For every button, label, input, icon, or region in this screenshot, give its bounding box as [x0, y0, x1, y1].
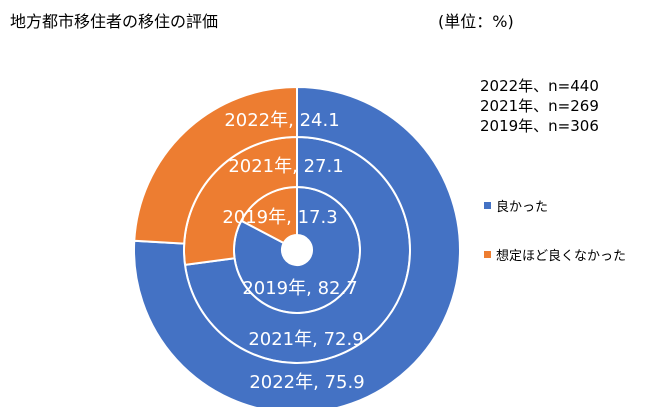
data-label-2019年-bad: 2019年, 17.3: [222, 207, 337, 228]
legend-label-good: 良かった: [496, 200, 549, 215]
sample-size-notes: 2022年、n=440 2021年、n=269 2019年、n=306: [480, 76, 599, 136]
legend-label-bad: 想定ほど良くなかった: [496, 249, 627, 264]
data-label-2022年-good: 2022年, 75.9: [249, 372, 364, 393]
legend-item-bad: 想定ほど良くなかった: [484, 245, 626, 264]
data-label-2022年-bad: 2022年, 24.1: [224, 110, 339, 131]
data-label-2021年-good: 2021年, 72.9: [248, 329, 363, 350]
note-2022: 2022年、n=440: [480, 77, 599, 95]
note-2019: 2019年、n=306: [480, 117, 599, 135]
chart-title: 地方都市移住者の移住の評価: [10, 12, 219, 31]
slice-2022年-good: [133, 85, 461, 407]
data-label-2021年-bad: 2021年, 27.1: [228, 156, 343, 177]
note-2021: 2021年、n=269: [480, 97, 599, 115]
legend-item-good: 良かった: [484, 196, 548, 215]
unit-label: (単位：%): [438, 12, 514, 31]
legend-swatch-good: [484, 202, 491, 209]
slice-2022年-bad: [133, 85, 298, 245]
data-label-2019年-good: 2019年, 82.7: [242, 278, 357, 299]
legend-swatch-bad: [484, 251, 491, 258]
